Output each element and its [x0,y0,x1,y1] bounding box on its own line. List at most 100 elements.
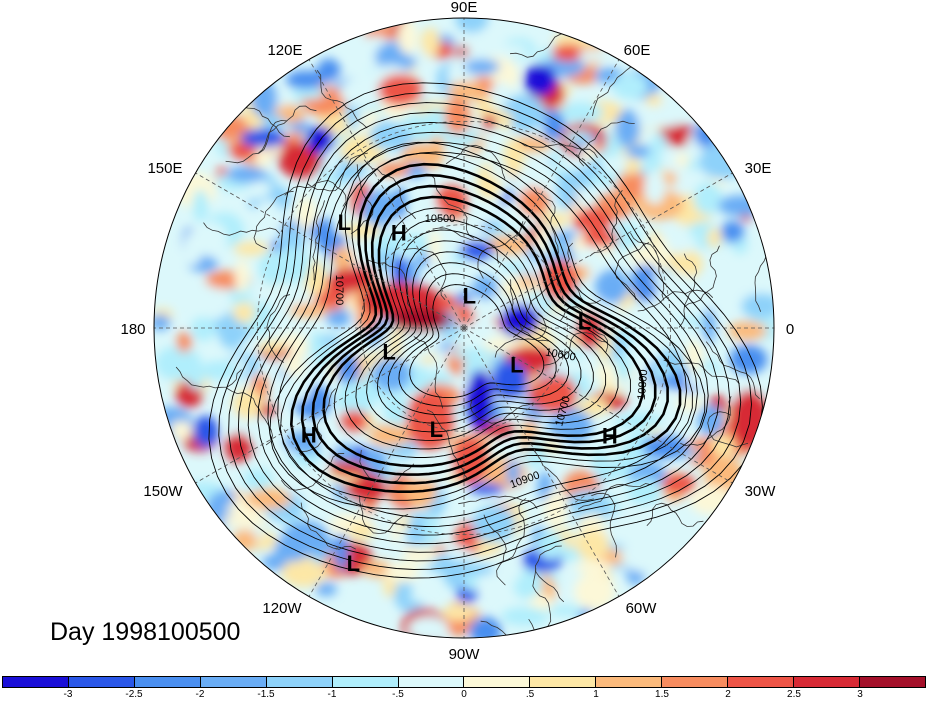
anomaly-blob [245,488,292,510]
lat-lon-grid [154,18,774,638]
colorbar-labels: -3 -2.5 -2 -1.5 -1 -.5 0 .5 1 1.5 2 2.5 3 [0,689,928,702]
contour-label: 10600 [544,346,576,363]
lon-label-60w: 60W [626,600,658,617]
height-contour [247,121,720,545]
anomaly-blob [243,468,273,491]
anomaly-blob [684,340,704,373]
anomaly-core [492,360,528,400]
low-pressure-mark: L [430,417,443,442]
coastline [253,190,294,250]
anomaly-blob [215,489,235,507]
anomaly-blob [376,163,411,177]
height-contour [218,92,752,570]
anomaly-blob [315,582,337,597]
meridian-line [195,327,465,484]
anomaly-blob [701,276,746,312]
anomaly-core [278,142,322,178]
colorbar-tick-label: -1 [327,689,337,700]
lon-label-30e: 30E [745,160,772,177]
anomaly-blob [232,529,258,552]
coastline [257,105,317,154]
anomaly-blob [582,230,619,247]
coastline [284,179,347,207]
anomaly-blob [314,217,335,251]
coastline [678,253,698,328]
anomaly-blob [280,555,327,588]
anomaly-blob [499,111,512,131]
meridian-line [195,172,465,329]
meridian-line [308,327,465,597]
coastline [589,190,623,257]
colorbar-tick-label: 2 [725,689,731,700]
coastline [683,245,720,308]
meridian-line [308,59,465,329]
anomaly-blob [343,43,374,56]
anomaly-blob [190,317,216,342]
anomaly-blob [729,344,768,374]
height-contour [355,229,607,441]
anomaly-blob [572,208,613,233]
anomaly-blob [634,537,664,561]
coastline [494,312,547,358]
anomaly-blob [741,293,774,319]
anomaly-blob [298,537,338,554]
anomaly-blob [670,512,715,524]
low-pressure-mark: L [578,310,591,335]
anomaly-blob [334,533,349,571]
anomaly-blob [711,434,735,457]
height-contour [311,184,657,476]
anomaly-blob [662,474,696,494]
anomaly-blob [727,321,768,341]
anomaly-blob [195,221,228,256]
anomaly-blob [557,102,604,123]
coastline [680,396,732,447]
anomaly-blob [468,482,505,495]
anomaly-blob [193,415,219,448]
anomaly-blob [625,157,641,174]
anomaly-blob [694,123,718,148]
colorbar [2,676,926,688]
colorbar-tick-label: -1.5 [257,689,275,700]
anomaly-blob [447,81,484,100]
anomaly-blob [303,352,318,388]
height-contour [208,82,763,579]
coastline [577,483,652,510]
anomaly-blob [626,144,653,159]
anomaly-blob [423,515,440,548]
contour-label: 10700 [333,275,345,306]
anomaly-blob [399,328,441,358]
anomaly-blob [341,223,383,239]
coastline [591,492,617,558]
colorbar-swatch [859,677,925,687]
meridian-line [463,327,620,597]
anomaly-blob [657,124,698,147]
anomaly-blob [661,171,677,186]
anomaly-blob [472,505,516,543]
coastline [266,294,291,363]
high-pressure-mark: H [391,221,407,246]
anomaly-blob [420,27,440,57]
anomaly-blob [283,430,330,454]
anomaly-blob [543,56,586,77]
colorbar-tick-label: 3 [857,689,863,700]
anomaly-blob [403,471,437,509]
anomaly-core [466,370,494,430]
anomaly-blob [178,362,202,373]
anomaly-blob [575,529,610,561]
anomaly-blob [637,503,677,516]
colorbar-swatch [266,677,333,687]
height-contour [344,218,619,450]
anomaly-blob [575,560,613,574]
anomaly-blob [720,221,745,243]
map-disk [154,18,774,638]
anomaly-blob [340,76,386,108]
coastline [426,409,469,480]
colorbar-tick-label: -.5 [392,689,404,700]
low-pressure-mark: L [510,352,523,377]
map-border [153,17,775,639]
contour-label: 10800 [636,369,651,401]
anomaly-blob [707,227,722,248]
height-contour [366,240,594,433]
height-contour [277,151,687,519]
